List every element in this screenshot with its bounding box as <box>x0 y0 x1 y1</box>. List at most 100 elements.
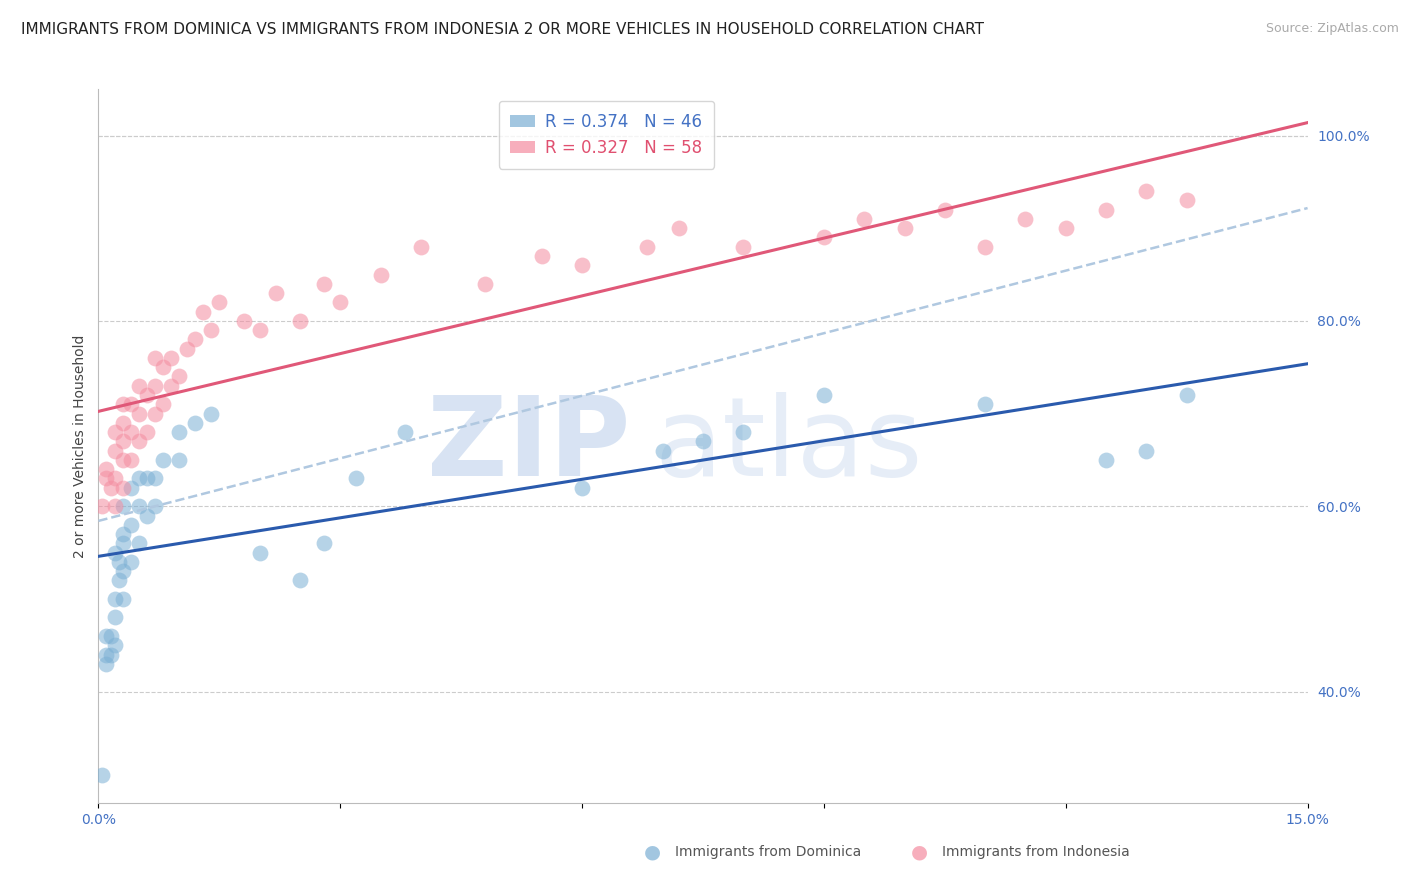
Point <box>96 462 118 476</box>
Point <box>974 397 997 411</box>
Point <box>111 416 134 430</box>
Point <box>474 277 496 291</box>
Point <box>184 333 207 347</box>
Point <box>193 304 215 318</box>
Point <box>135 388 157 402</box>
Point <box>135 508 157 523</box>
Point <box>143 351 166 365</box>
Point <box>893 221 915 235</box>
Point <box>111 453 134 467</box>
Point <box>111 500 134 514</box>
Point <box>120 397 142 411</box>
Point <box>1175 194 1198 208</box>
Point <box>111 397 134 411</box>
Point <box>128 434 150 449</box>
Point <box>1054 221 1077 235</box>
Point <box>853 211 876 226</box>
Point <box>571 258 593 272</box>
Point <box>249 323 271 337</box>
Point <box>160 351 183 365</box>
Point <box>100 648 122 662</box>
Point <box>249 545 271 559</box>
Point <box>409 240 432 254</box>
Text: Immigrants from Indonesia: Immigrants from Indonesia <box>942 845 1130 859</box>
Point <box>100 481 122 495</box>
Point <box>208 295 231 310</box>
Point <box>107 574 129 588</box>
Point <box>143 500 166 514</box>
Point <box>200 407 222 421</box>
Point <box>96 657 118 671</box>
Point <box>100 629 122 643</box>
Point <box>128 471 150 485</box>
Point <box>394 425 416 439</box>
Point <box>934 202 956 217</box>
Text: IMMIGRANTS FROM DOMINICA VS IMMIGRANTS FROM INDONESIA 2 OR MORE VEHICLES IN HOUS: IMMIGRANTS FROM DOMINICA VS IMMIGRANTS F… <box>21 22 984 37</box>
Point <box>103 425 125 439</box>
Point <box>152 397 174 411</box>
Point <box>314 536 336 550</box>
Point <box>167 425 190 439</box>
Point <box>1135 443 1157 458</box>
Point <box>1175 388 1198 402</box>
Point <box>111 481 134 495</box>
Point <box>103 591 125 606</box>
Y-axis label: 2 or more Vehicles in Household: 2 or more Vehicles in Household <box>73 334 87 558</box>
Point <box>128 536 150 550</box>
Point <box>103 545 125 559</box>
Point <box>120 425 142 439</box>
Point <box>344 471 367 485</box>
Point <box>96 629 118 643</box>
Point <box>120 555 142 569</box>
Point <box>813 388 835 402</box>
Point <box>152 360 174 375</box>
Point <box>167 453 190 467</box>
Point <box>288 314 311 328</box>
Point <box>176 342 198 356</box>
Point <box>1095 202 1118 217</box>
Point <box>1095 453 1118 467</box>
Point <box>651 443 673 458</box>
Point <box>636 240 658 254</box>
Point <box>264 286 287 301</box>
Text: ●: ● <box>644 842 661 862</box>
Point <box>128 378 150 392</box>
Point <box>111 536 134 550</box>
Point <box>96 471 118 485</box>
Point <box>111 591 134 606</box>
Point <box>120 481 142 495</box>
Point <box>184 416 207 430</box>
Point <box>91 768 114 782</box>
Point <box>91 500 114 514</box>
Point <box>974 240 997 254</box>
Point <box>160 378 183 392</box>
Point <box>143 471 166 485</box>
Point <box>692 434 714 449</box>
Point <box>128 500 150 514</box>
Point <box>530 249 553 263</box>
Point <box>200 323 222 337</box>
Point <box>288 574 311 588</box>
Point <box>111 527 134 541</box>
Point <box>370 268 392 282</box>
Point <box>103 638 125 652</box>
Point <box>668 221 690 235</box>
Point <box>111 434 134 449</box>
Point <box>733 425 755 439</box>
Text: Source: ZipAtlas.com: Source: ZipAtlas.com <box>1265 22 1399 36</box>
Point <box>232 314 254 328</box>
Point <box>1135 184 1157 198</box>
Point <box>813 230 835 244</box>
Point <box>167 369 190 384</box>
Point <box>103 443 125 458</box>
Point <box>329 295 352 310</box>
Point <box>128 407 150 421</box>
Point <box>314 277 336 291</box>
Text: atlas: atlas <box>655 392 924 500</box>
Point <box>143 378 166 392</box>
Point <box>103 471 125 485</box>
Text: Immigrants from Dominica: Immigrants from Dominica <box>675 845 860 859</box>
Point <box>103 610 125 624</box>
Point <box>107 555 129 569</box>
Point <box>152 453 174 467</box>
